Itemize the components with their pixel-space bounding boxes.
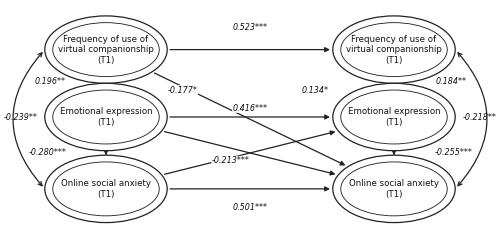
Text: 0.501***: 0.501*** [232,203,268,212]
Ellipse shape [45,83,167,151]
Ellipse shape [333,155,455,223]
Text: 0.523***: 0.523*** [232,23,268,32]
Text: Emotional expression
(T1): Emotional expression (T1) [60,107,152,127]
Text: -0.177*: -0.177* [168,86,198,95]
Text: -0.255***: -0.255*** [434,148,472,157]
Ellipse shape [45,155,167,223]
Text: 0.184**: 0.184** [435,77,466,86]
Text: -0.280***: -0.280*** [28,148,66,157]
Text: 0.196**: 0.196** [34,77,66,86]
Text: Emotional expression
(T1): Emotional expression (T1) [348,107,440,127]
Text: -0.218**: -0.218** [462,113,496,121]
Text: Frequency of use of
virtual companionship
(T1): Frequency of use of virtual companionshi… [58,35,154,65]
Text: -0.213***: -0.213*** [212,156,250,165]
Ellipse shape [45,16,167,83]
Text: Frequency of use of
virtual companionship
(T1): Frequency of use of virtual companionshi… [346,35,442,65]
Text: Online social anxiety
(T1): Online social anxiety (T1) [349,179,439,199]
Ellipse shape [333,83,455,151]
Ellipse shape [333,16,455,83]
Text: Online social anxiety
(T1): Online social anxiety (T1) [61,179,151,199]
Text: -0.239**: -0.239** [4,113,37,121]
Text: 0.134*: 0.134* [302,86,328,95]
Text: 0.416***: 0.416*** [232,103,268,113]
